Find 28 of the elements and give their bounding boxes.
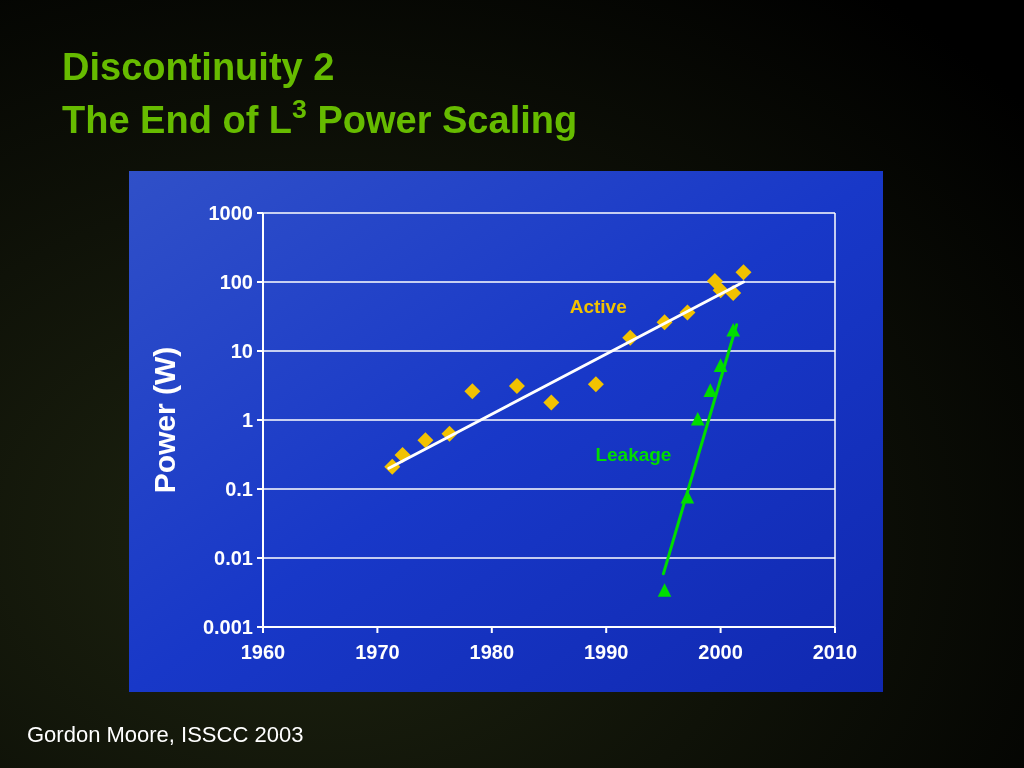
x-tick-label: 1970 xyxy=(355,641,400,663)
x-tick-label: 1960 xyxy=(240,641,286,663)
y-tick-label: 100 xyxy=(219,271,253,293)
point xyxy=(417,432,434,449)
x-tick-label: 2010 xyxy=(812,641,858,663)
point xyxy=(587,376,604,393)
x-tick-label: 2000 xyxy=(698,641,743,663)
text: Gordon Moore, ISSCC 2003 xyxy=(27,722,304,747)
series-label: Active xyxy=(569,295,627,317)
series-label: Leakage xyxy=(595,444,672,466)
y-tick-label: 0.001 xyxy=(202,616,253,638)
y-tick-label: 0.1 xyxy=(225,478,253,500)
y-tick-label: 1000 xyxy=(208,202,253,224)
x-tick-label: 1990 xyxy=(583,641,629,663)
chart-subtitle: The End of L$^{3}$ Power Scaling xyxy=(62,94,578,141)
y-tick-label: 0.01 xyxy=(214,547,253,569)
point xyxy=(543,394,560,411)
y-axis-title: Power (W) xyxy=(148,346,181,494)
point xyxy=(508,378,525,395)
y-tick-label: 10 xyxy=(230,340,253,362)
y-tick-label: 1 xyxy=(241,409,253,431)
x-tick-label: 1980 xyxy=(469,641,515,663)
point xyxy=(657,583,672,597)
point xyxy=(706,273,723,290)
point xyxy=(735,264,752,281)
point xyxy=(690,412,705,426)
chart-title: Discontinuity 2 xyxy=(62,46,335,88)
point xyxy=(464,383,481,400)
